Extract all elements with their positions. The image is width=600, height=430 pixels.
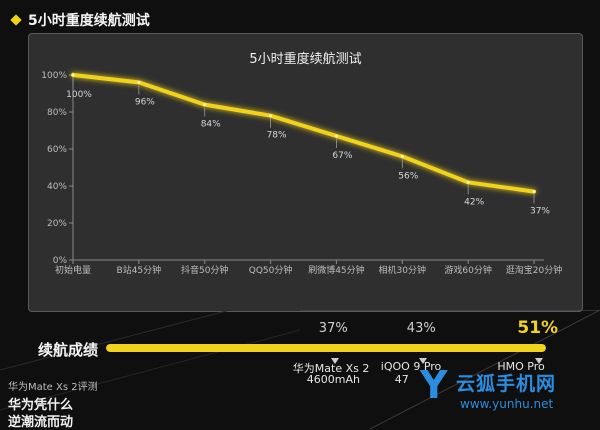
battery-series-line — [71, 73, 536, 194]
data-point — [400, 154, 404, 158]
data-label: 100% — [66, 90, 92, 100]
data-label: 37% — [530, 207, 550, 217]
endurance-label: 续航成绩 — [38, 341, 99, 359]
diamond-icon — [10, 14, 22, 26]
x-tick-label: 刷微博45分钟 — [308, 264, 364, 276]
data-point — [334, 134, 338, 138]
endurance-section: 续航成绩 37% 华为Mate Xs 2 4600mAh 43% iQOO 9 Pro 4… — [0, 310, 600, 430]
x-tick-label: B站45分钟 — [117, 264, 162, 276]
y-tick-label: 0% — [53, 256, 68, 266]
marker-triangle-icon — [330, 358, 339, 364]
x-tick-label: 初始电量 — [55, 264, 91, 276]
y-tick-label: 80% — [47, 108, 67, 118]
y-tick-label: 60% — [47, 145, 67, 155]
data-label: 42% — [464, 197, 484, 207]
review-headline-line2: 逆潮流而动 — [8, 415, 74, 430]
watermark-name: 云狐手机网 — [456, 373, 557, 395]
x-tick-label: 逛淘宝20分钟 — [506, 264, 562, 276]
chart-card: 0% 20% 40% 60% 80% 100% 初始电量 B站45分钟 抖音50分钟 QQ50分钟… — [28, 33, 583, 312]
y-tick-label: 40% — [47, 182, 67, 192]
data-label: 67% — [332, 151, 352, 161]
data-label: 78% — [267, 131, 287, 141]
device-name: HMO Pro — [497, 360, 545, 373]
endurance-percent: 37% — [318, 321, 348, 336]
data-point — [71, 73, 75, 77]
device-name: 华为Mate Xs 2 — [292, 362, 370, 375]
header: 5小时重度续航测试 — [10, 10, 150, 30]
device-battery-capacity: 47 — [394, 373, 409, 386]
data-point — [137, 80, 141, 84]
data-label: 56% — [398, 171, 418, 181]
x-tick-label: 相机30分钟 — [379, 264, 426, 276]
battery-line-chart: 0% 20% 40% 60% 80% 100% 初始电量 B站45分钟 抖音50分钟 QQ50分钟… — [41, 71, 562, 276]
watermark-url: www.yunhu.net — [460, 397, 554, 411]
review-subtitle: 华为Mate Xs 2评测 — [8, 382, 98, 393]
data-point — [269, 114, 273, 118]
x-tick-label: 抖音50分钟 — [181, 264, 228, 276]
page-title: 5小时重度续航测试 — [28, 13, 150, 29]
review-headline-line1: 华为凭什么 — [8, 398, 74, 413]
endurance-percent: 43% — [406, 321, 436, 336]
chart-title: 5小时重度续航测试 — [249, 52, 362, 67]
data-label: 84% — [201, 120, 221, 130]
data-point — [532, 190, 536, 194]
data-label: 96% — [135, 97, 155, 107]
yunhu-logo-icon: Y — [420, 363, 448, 407]
y-tick-label: 100% — [41, 71, 67, 81]
endurance-bar-track — [106, 344, 546, 352]
data-point — [466, 180, 470, 184]
marker-triangle-icon — [418, 358, 427, 364]
y-tick-label: 20% — [47, 219, 67, 229]
device-battery-capacity: 4600mAh — [306, 373, 361, 386]
watermark: Y 云狐手机网 www.yunhu.net — [420, 365, 598, 421]
endurance-bar-fill — [106, 344, 546, 352]
x-tick-label: 游戏60分钟 — [444, 264, 491, 276]
data-point — [203, 103, 207, 107]
device-name: iQOO 9 Pro — [380, 360, 442, 373]
marker-triangle-icon — [535, 358, 544, 364]
endurance-percent: 51% — [517, 318, 559, 338]
diagonal-lines-decoration — [0, 310, 600, 429]
x-tick-label: QQ50分钟 — [249, 264, 293, 276]
